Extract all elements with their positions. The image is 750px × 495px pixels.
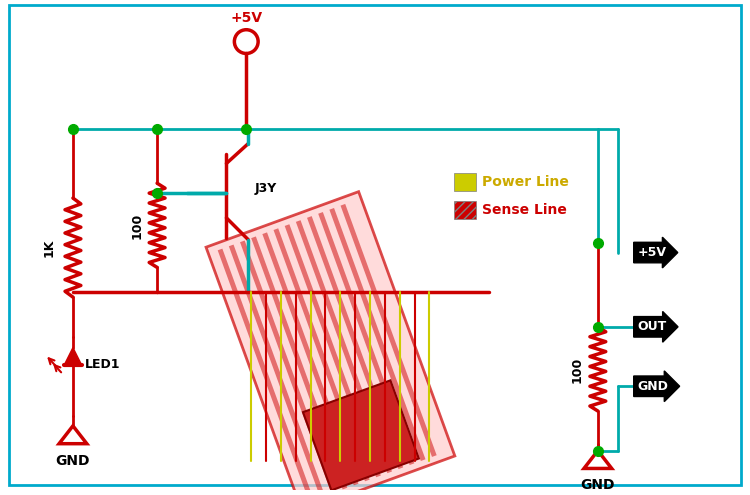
Bar	[454, 201, 476, 219]
Text: LED1: LED1	[85, 358, 120, 371]
Bar	[296, 220, 392, 473]
Bar	[217, 248, 314, 495]
Bar	[262, 232, 358, 486]
Bar	[454, 173, 476, 191]
Text: Sense Line: Sense Line	[482, 203, 567, 217]
FancyBboxPatch shape	[206, 192, 454, 495]
Bar	[229, 245, 325, 495]
Text: J3Y: J3Y	[254, 182, 277, 195]
Polygon shape	[64, 347, 82, 365]
Text: 1K: 1K	[42, 239, 55, 257]
Text: OUT: OUT	[638, 320, 667, 333]
Text: 100: 100	[571, 356, 584, 383]
Text: +5V: +5V	[230, 11, 262, 25]
Bar	[274, 228, 370, 481]
Bar	[318, 212, 414, 465]
Text: 100: 100	[130, 213, 143, 239]
Bar	[285, 224, 381, 477]
Text: Power Line: Power Line	[482, 175, 568, 189]
Bar	[240, 241, 336, 494]
Text: GND: GND	[56, 453, 90, 468]
Text: +5V: +5V	[638, 246, 667, 259]
Bar	[251, 237, 347, 490]
Text: GND: GND	[580, 478, 615, 493]
Text: GND: GND	[638, 380, 668, 393]
Bar	[329, 208, 425, 461]
Bar	[307, 216, 404, 469]
Bar	[340, 204, 436, 457]
FancyBboxPatch shape	[303, 380, 419, 491]
